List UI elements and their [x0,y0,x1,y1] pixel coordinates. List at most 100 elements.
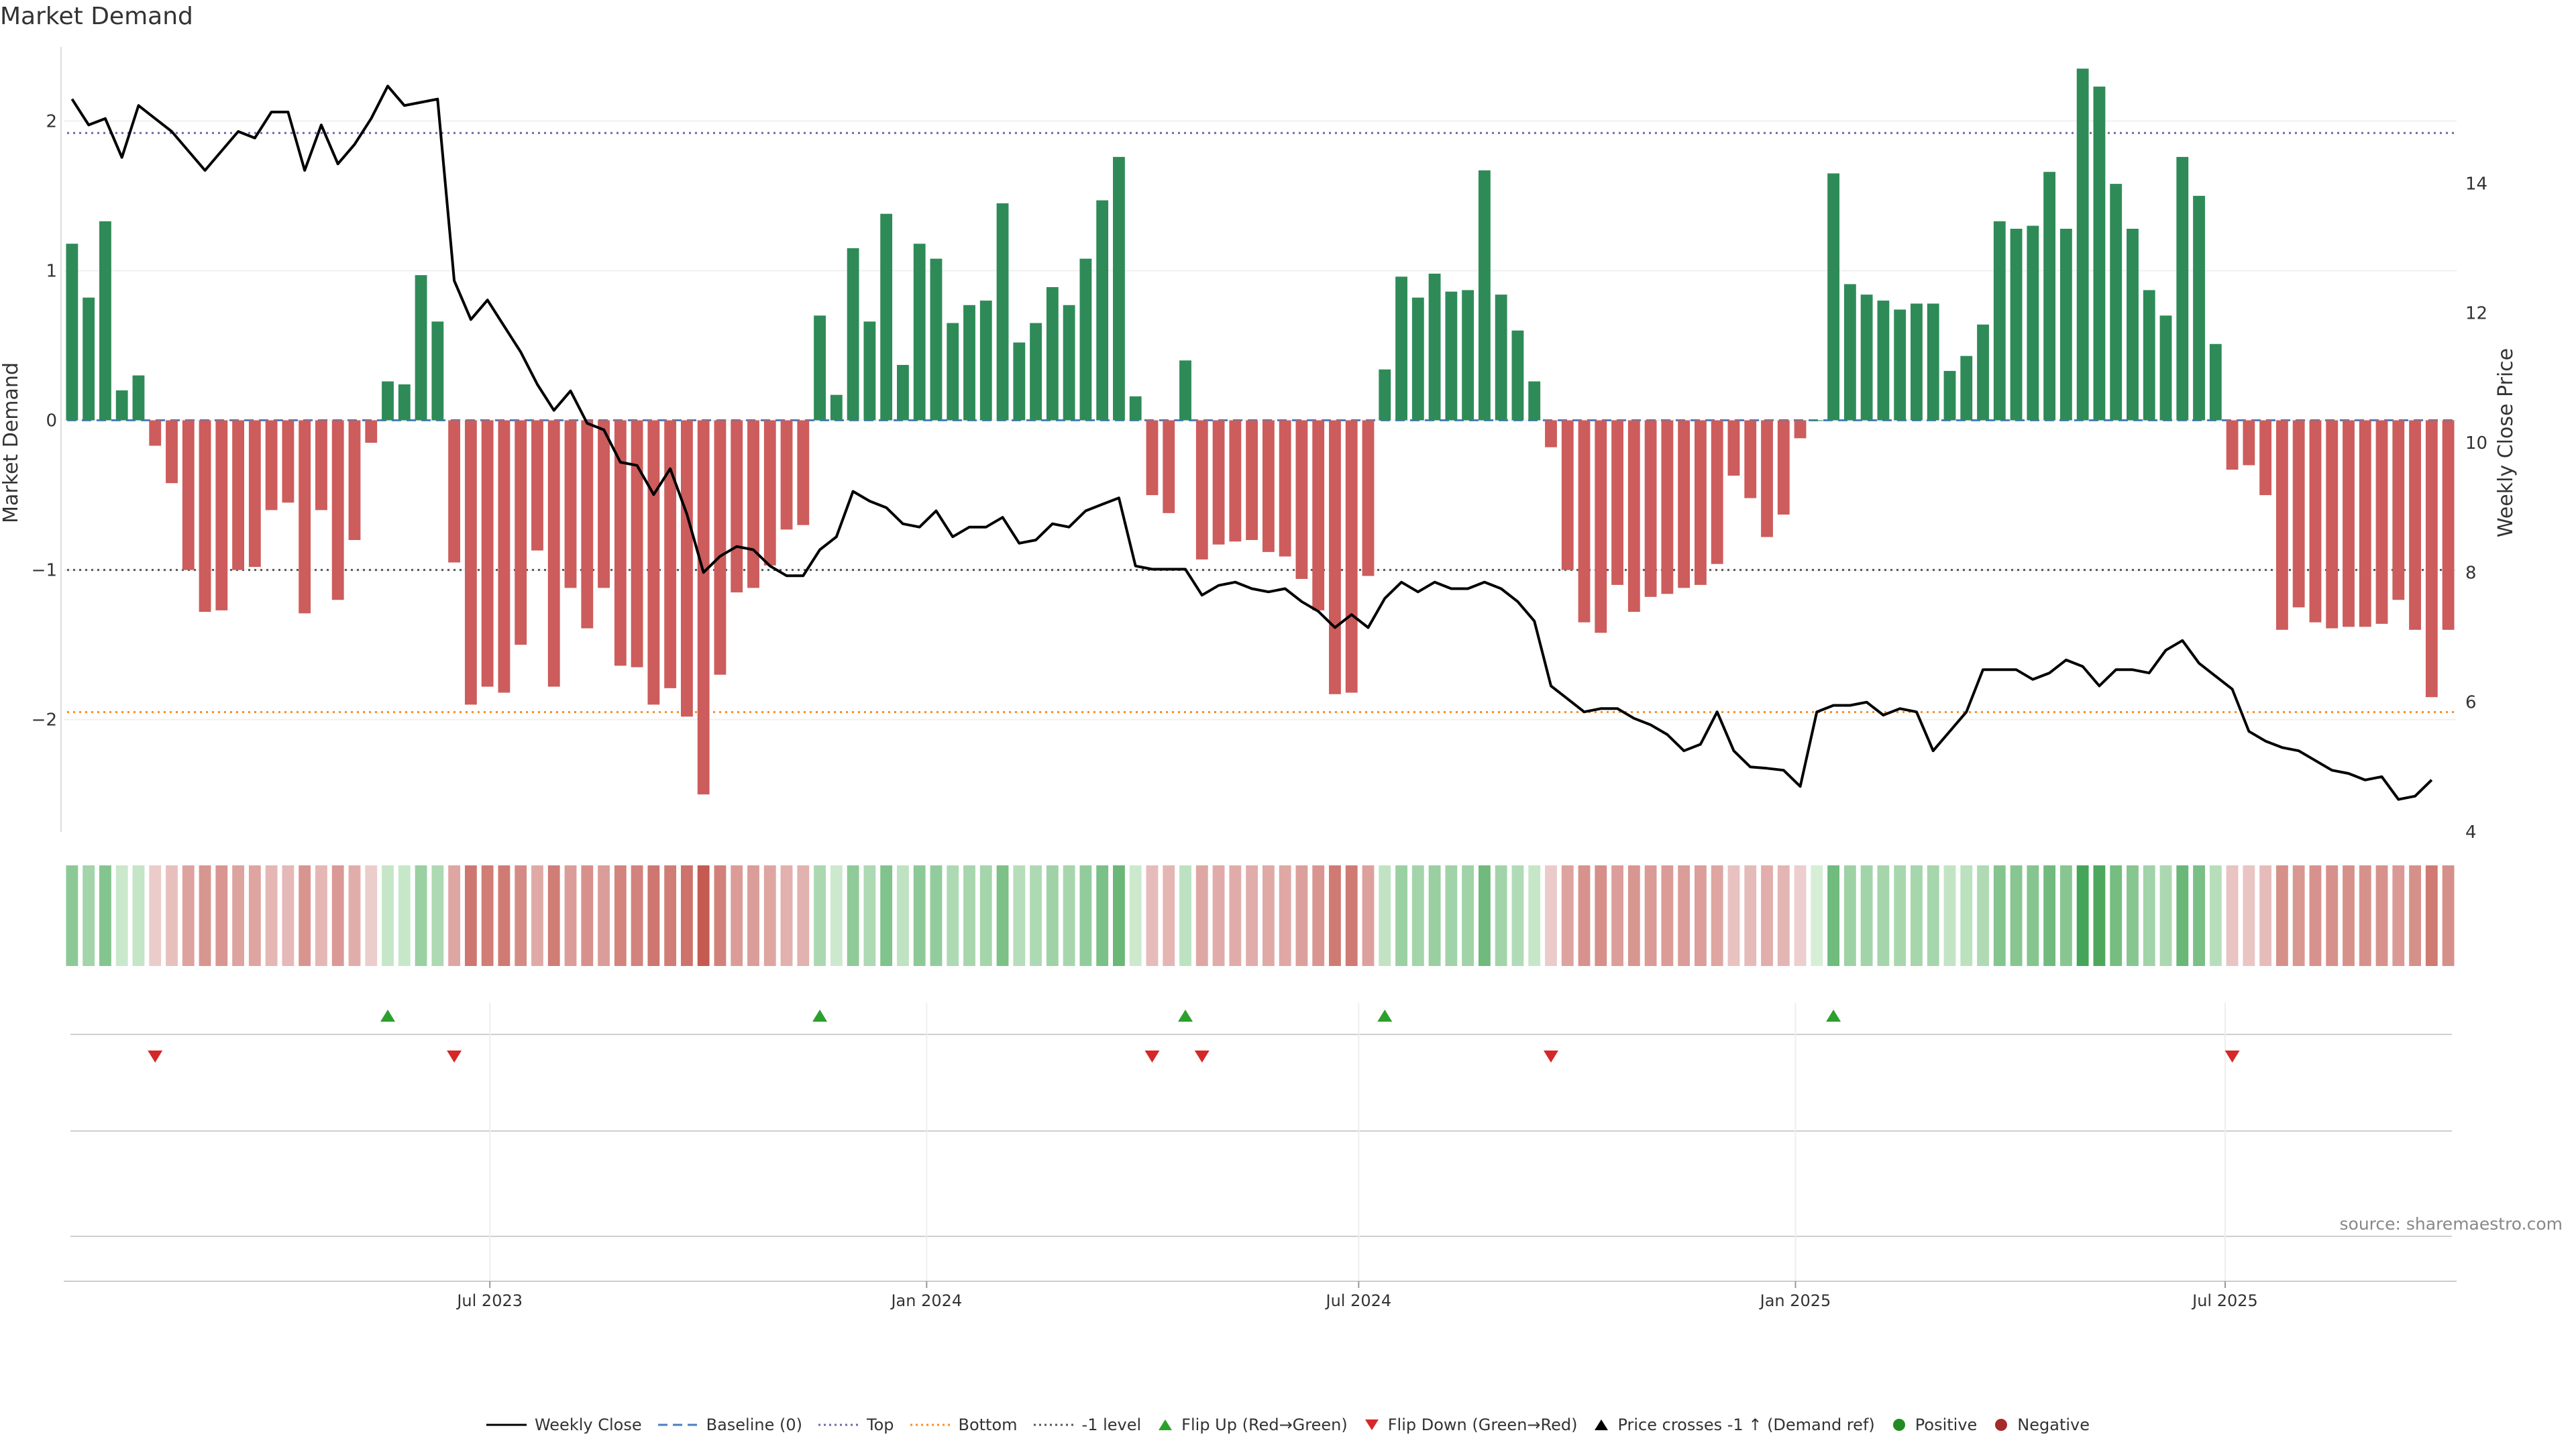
heat-cell [2076,865,2089,966]
demand-bar [1711,420,1723,564]
heat-cell [232,865,245,966]
heat-cell [2027,865,2039,966]
legend-label: Price crosses -1 ↑ (Demand ref) [1617,1415,1875,1434]
heat-cell [2127,865,2139,966]
heat-cell [581,865,594,966]
demand-bar [365,420,378,443]
demand-bar [1262,420,1275,552]
demand-bar [564,420,577,588]
demand-bar [99,221,111,421]
heat-cell [1063,865,1075,966]
demand-bar [1295,420,1308,579]
heat-cell [382,865,394,966]
demand-bar [2209,343,2222,421]
heat-cell [1179,865,1191,966]
demand-bar [614,420,627,666]
triangle-up-icon [1595,1419,1609,1430]
heat-cell [2059,865,2072,966]
legend-line-dotted-icon [910,1424,951,1426]
heat-cell [2359,865,2371,966]
heat-cell [1478,865,1491,966]
legend-item-positive: Positive [1891,1415,1977,1434]
demand-bar [1345,420,1358,693]
heat-cell [1495,865,1507,966]
demand-bar [1179,360,1191,421]
heat-cell [2309,865,2322,966]
heat-cell [2292,865,2305,966]
demand-bar [830,394,843,421]
demand-bar [2159,315,2172,421]
demand-bar [547,420,560,687]
heat-cell [880,865,893,966]
heat-cell [963,865,975,966]
demand-bar [714,420,727,675]
demand-bar [1163,420,1175,513]
heat-cell [1262,865,1275,966]
flip-down-marker [1194,1051,1210,1063]
demand-bar [2110,184,2123,421]
demand-bar [1661,420,1674,594]
demand-bar [1927,303,1939,421]
demand-bar [1312,420,1325,610]
heat-cell [115,865,128,966]
heat-cell [1345,865,1358,966]
demand-bar [747,420,759,588]
heat-cell [614,865,627,966]
heat-cell [2159,865,2172,966]
demand-bar [664,420,677,688]
right-tick-label: 6 [2465,693,2477,713]
demand-bar [598,420,610,588]
weekly-close-line [70,85,2433,801]
demand-bar [2043,172,2056,421]
demand-bar [1761,420,1773,537]
heat-cell [248,865,261,966]
heat-cell [1993,865,2006,966]
demand-bar [1843,284,1856,421]
legend-item-minus1: -1 level [1033,1415,1142,1434]
demand-bar [1362,420,1375,576]
demand-bar [996,203,1009,421]
legend-label: Flip Up (Red→Green) [1181,1415,1348,1434]
heat-cell [680,865,693,966]
demand-bar [1013,342,1026,421]
flip-up-marker [812,1010,828,1022]
heat-cell [897,865,909,966]
legend-label: Baseline (0) [706,1415,802,1434]
demand-bar [348,420,361,540]
heat-cell [398,865,411,966]
legend-label: -1 level [1081,1415,1142,1434]
heat-cell [2326,865,2339,966]
heat-cell [415,865,427,966]
demand-bar [2259,420,2272,496]
heat-cell [847,865,859,966]
demand-bar [913,244,926,421]
left-axis-label: Market Demand [0,362,23,523]
demand-bar [265,420,278,511]
demand-bar [1727,420,1740,476]
heat-cell [448,865,461,966]
heat-cell [1545,865,1557,966]
demand-bar [897,365,909,421]
x-tick-label: Jul 2025 [2191,1291,2258,1310]
demand-bar [415,275,427,421]
legend-line-dashed-icon [657,1424,698,1426]
demand-bar [1528,381,1541,421]
heat-cell [1511,865,1524,966]
demand-bar [1960,356,1973,421]
heat-cell [747,865,759,966]
heat-cell [763,865,776,966]
demand-bar [315,420,327,511]
demand-bar [1894,309,1907,421]
demand-bar [2343,420,2355,627]
demand-bar [2093,87,2106,421]
demand-bar [979,301,992,421]
heat-cell [531,865,543,966]
flip-down-marker [1543,1051,1558,1063]
heat-cell [830,865,843,966]
heat-cell [780,865,793,966]
heat-cell [1329,865,1341,966]
heat-cell [1927,865,1939,966]
right-tick-label: 10 [2465,433,2487,453]
heat-cell [1246,865,1258,966]
demand-bar [1212,420,1225,545]
